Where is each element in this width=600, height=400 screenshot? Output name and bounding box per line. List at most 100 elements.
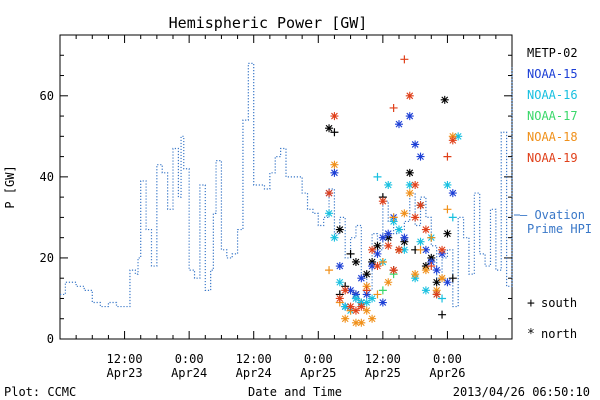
- legend-item: NOAA-19: [527, 151, 578, 165]
- satellite-points: [325, 55, 463, 327]
- data-point: [400, 245, 409, 254]
- data-point: [373, 172, 382, 181]
- data-point: [335, 294, 344, 303]
- data-point: [400, 209, 409, 218]
- legend-item: NOAA-18: [527, 130, 578, 144]
- legend-item: NOAA-15: [527, 67, 578, 81]
- data-point: [368, 257, 377, 266]
- data-point: [335, 278, 344, 287]
- footer-timestamp: 2013/04/26 06:50:10: [453, 385, 590, 399]
- data-point: [341, 302, 350, 311]
- data-point: [368, 262, 377, 271]
- data-point: [362, 286, 371, 295]
- data-point: [405, 168, 414, 177]
- data-point: [448, 136, 457, 145]
- data-point: [432, 278, 441, 287]
- data-point: [384, 278, 393, 287]
- data-point: [351, 290, 360, 299]
- data-point: [351, 318, 360, 327]
- data-point: [335, 262, 344, 271]
- data-point: [378, 286, 387, 295]
- data-point: [378, 233, 387, 242]
- data-point: [416, 152, 425, 161]
- data-point: [438, 249, 447, 258]
- data-point: [368, 294, 377, 303]
- data-point: [373, 290, 382, 299]
- data-point: [341, 314, 350, 323]
- symbol-legend-symbol: +: [527, 296, 535, 311]
- data-point: [405, 91, 414, 100]
- series-legend: METP-02 NOAA-15 NOAA-16 NOAA-17 NOAA-18 NOAA-…: [527, 46, 578, 165]
- data-point: [443, 180, 452, 189]
- data-point: [325, 209, 334, 218]
- data-point: [357, 302, 366, 311]
- data-point: [405, 112, 414, 121]
- data-point: [395, 245, 403, 254]
- data-point: [362, 290, 371, 299]
- x-axis-label: Date and Time: [248, 385, 342, 399]
- legend-item: NOAA-17: [527, 109, 578, 123]
- data-point: [357, 298, 366, 307]
- data-point: [438, 294, 447, 303]
- data-point: [325, 266, 334, 275]
- data-point: [351, 294, 360, 303]
- data-point: [346, 302, 355, 311]
- data-point: [384, 241, 393, 250]
- data-point: [448, 213, 457, 222]
- x-tick-label-time: 0:00: [304, 352, 333, 366]
- data-point: [411, 274, 420, 283]
- data-point: [432, 286, 441, 295]
- data-point: [362, 298, 371, 307]
- x-axis: 12:00Apr230:00Apr2412:00Apr240:00Apr2512…: [75, 35, 497, 380]
- data-point: [373, 262, 382, 271]
- data-point: [378, 257, 387, 266]
- data-point: [427, 262, 436, 271]
- x-tick-label-date: Apr25: [365, 366, 401, 380]
- data-point: [330, 112, 339, 121]
- ovation-prime-line: [60, 62, 520, 308]
- data-point: [335, 225, 344, 234]
- data-point: [378, 298, 387, 307]
- data-point: [384, 180, 393, 189]
- data-point: [351, 306, 360, 315]
- symbol-legend-label: north: [541, 327, 577, 341]
- data-point: [395, 120, 403, 129]
- data-point: [411, 213, 420, 222]
- data-point: [443, 205, 452, 214]
- data-point: [448, 274, 457, 283]
- data-point: [432, 290, 441, 299]
- data-point: [373, 241, 382, 250]
- data-point: [362, 282, 371, 291]
- data-point: [416, 245, 425, 254]
- x-tick-label-date: Apr24: [171, 366, 207, 380]
- ovation-step-path: [60, 62, 513, 308]
- data-point: [357, 274, 366, 283]
- data-point: [438, 245, 447, 254]
- data-point: [395, 225, 403, 234]
- y-axis-label: P [GW]: [3, 165, 17, 208]
- data-point: [362, 306, 371, 315]
- symbol-legend-label: south: [541, 296, 577, 310]
- data-point: [384, 229, 393, 238]
- data-point: [432, 266, 441, 275]
- data-point: [454, 132, 463, 141]
- x-tick-label-time: 12:00: [107, 352, 143, 366]
- data-point: [351, 257, 360, 266]
- legend-item: METP-02: [527, 46, 578, 60]
- data-point: [443, 229, 452, 238]
- data-point: [438, 274, 447, 283]
- legend-item: NOAA-16: [527, 88, 578, 102]
- data-point: [389, 103, 398, 112]
- data-point: [357, 318, 366, 327]
- data-point: [411, 270, 420, 279]
- data-point: [400, 55, 409, 64]
- data-point: [416, 237, 425, 246]
- data-point: [384, 233, 393, 242]
- y-tick-label: 40: [40, 170, 54, 184]
- data-point: [368, 314, 377, 323]
- data-point: [405, 189, 414, 198]
- x-tick-label-time: 0:00: [433, 352, 462, 366]
- chart-title: Hemispheric Power [GW]: [169, 14, 368, 32]
- data-point: [346, 286, 355, 295]
